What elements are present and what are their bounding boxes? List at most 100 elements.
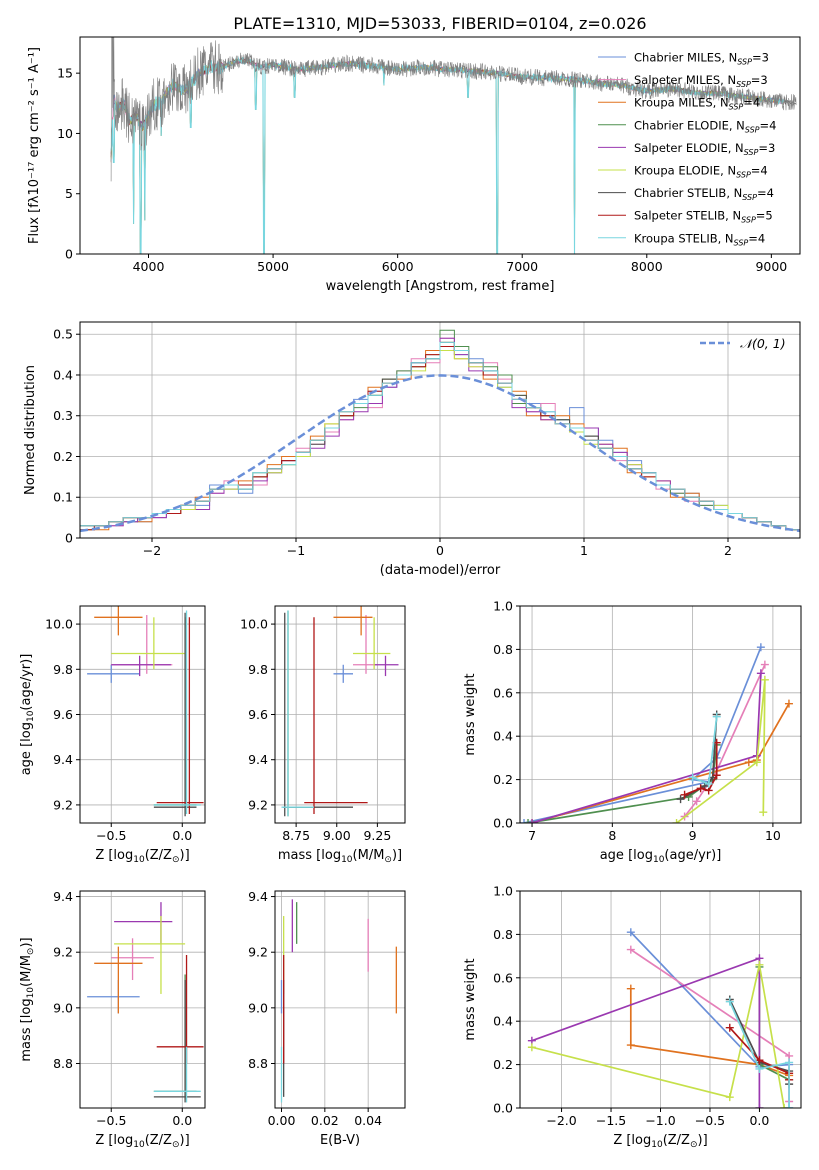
- weight-marker: [626, 928, 635, 937]
- x-tick-label: 0.0: [172, 828, 192, 843]
- x-tick-label: 8000: [631, 259, 663, 274]
- errorbar-point: [333, 606, 373, 636]
- errorbar-point: [156, 954, 204, 1064]
- label-part: )]: [180, 1133, 190, 1148]
- panel-mass-weight-vs-Z: −2.0 −1.5 −1.0 −0.5 0.0 0.0 0.2 0.4 0.6 0.8 1.0 Z […: [463, 884, 802, 1150]
- label-part: ⊙: [172, 1140, 180, 1150]
- weight-series: [688, 712, 721, 788]
- gaussian-curve: [80, 374, 800, 533]
- legend-entry-part: SSP: [744, 148, 759, 157]
- label-part: (age/yr)]: [664, 848, 721, 863]
- legend-entry: Salpeter MILES, NSSP=3: [634, 73, 768, 89]
- y-axis-label: mass [log10(M/M⊙)]: [19, 937, 36, 1061]
- weight-marker: [704, 779, 713, 788]
- y-tick-label: 9.2: [53, 797, 73, 812]
- panel-spectrum: 4000 5000 6000 7000 8000 9000 0 5 10 15 wavelength…: [27, 36, 801, 294]
- legend-entry-part: =4: [743, 96, 760, 110]
- y-tick-label: 0.4: [53, 367, 73, 382]
- weight-marker: [626, 984, 635, 993]
- legend-entry-part: SSP: [736, 171, 751, 180]
- plot-area: [87, 606, 204, 817]
- legend-entry: Chabrier STELIB, NSSP=4: [634, 186, 774, 202]
- errorbar-point: [94, 946, 143, 1014]
- y-axis-label: mass weight: [463, 673, 478, 755]
- x-axis-label: Z [log10(Z/Z⊙)]: [95, 1133, 189, 1150]
- x-axis-label: mass [log10(M/M⊙)]: [278, 848, 402, 865]
- errorbar-point: [153, 610, 201, 814]
- y-tick-label: 9.2: [248, 945, 268, 960]
- x-tick-label: −1.5: [596, 1113, 626, 1128]
- y-tick-label: 8.8: [53, 1056, 73, 1071]
- label-part: (M/M: [19, 955, 34, 987]
- legend-entry: Salpeter STELIB, NSSP=5: [634, 209, 773, 225]
- errorbar-point: [353, 615, 378, 674]
- weight-series-line: [523, 646, 762, 823]
- weight-marker: [676, 795, 685, 804]
- label-part: ⊙: [172, 855, 180, 865]
- y-tick-label: 9.0: [53, 1000, 73, 1015]
- legend-entry: Salpeter ELODIE, NSSP=3: [634, 141, 775, 157]
- legend-entry-part: Salpeter STELIB, N: [634, 209, 741, 223]
- weight-marker: [752, 758, 761, 767]
- y-tick-label: 0.4: [493, 729, 513, 744]
- y-tick-label: 0.2: [53, 449, 73, 464]
- errorbar-point: [304, 617, 368, 814]
- x-tick-label: 1: [580, 543, 588, 558]
- weight-marker: [712, 771, 721, 780]
- errorbar-point: [281, 610, 314, 817]
- errorbar-point: [114, 916, 186, 994]
- y-tick-label: 9.6: [53, 707, 73, 722]
- x-tick-label: 0.0: [172, 1113, 192, 1128]
- legend-entry-part: Kroupa MILES, N: [634, 96, 729, 110]
- weight-series-line: [629, 988, 790, 1077]
- label-part: age [log: [19, 722, 34, 775]
- weight-series-line: [676, 679, 766, 823]
- x-tick-label: 4000: [133, 259, 165, 274]
- legend-entry: Kroupa ELODIE, NSSP=4: [634, 164, 768, 180]
- y-tick-label: 0: [65, 531, 73, 546]
- y-tick-label: 0.3: [53, 408, 73, 423]
- x-tick-label: 7000: [506, 259, 538, 274]
- weight-marker: [672, 819, 681, 823]
- errorbar-point: [111, 938, 154, 981]
- weight-series: [520, 643, 765, 823]
- y-tick-label: 9.8: [248, 662, 268, 677]
- label-part: 10: [341, 855, 353, 865]
- weight-marker: [725, 1093, 734, 1102]
- weight-series: [524, 740, 721, 823]
- figure-title: PLATE=1310, MJD=53033, FIBERID=0104, z=0…: [233, 14, 646, 33]
- y-tick-label: 9.4: [53, 889, 73, 904]
- label-part: Z [log: [95, 848, 133, 863]
- panel-residuals: −2 −1 0 1 2 0 0.1 0.2 0.3 0.4 0.5 (data-model)/erro…: [23, 321, 801, 578]
- x-tick-label: 8.75: [282, 828, 310, 843]
- errorbar-point: [87, 980, 140, 1014]
- y-tick-label: 5: [65, 186, 73, 201]
- weight-marker: [680, 790, 689, 799]
- weight-marker: [760, 675, 769, 684]
- y-tick-label: 0.8: [493, 927, 513, 942]
- legend-entry-part: SSP: [734, 238, 749, 247]
- x-tick-label: 6000: [382, 259, 414, 274]
- legend-entry-part: SSP: [737, 58, 752, 67]
- label-part: (Z/Z: [663, 1133, 690, 1148]
- grid: [275, 891, 405, 1108]
- x-axis-label: wavelength [Angstrom, rest frame]: [326, 279, 555, 294]
- label-part: ⊙: [690, 1140, 698, 1150]
- x-tick-label: 9000: [755, 259, 787, 274]
- errorbar-point: [111, 617, 186, 670]
- x-tick-label: 7: [528, 828, 536, 843]
- label-part: age [log: [600, 848, 653, 863]
- errorbar-point: [353, 617, 391, 670]
- x-tick-label: −1: [287, 543, 305, 558]
- label-part: 10: [133, 855, 145, 865]
- legend-entry-part: Chabrier ELODIE, N: [634, 118, 745, 132]
- panel-age-vs-mass: 8.75 9.00 9.25 9.2 9.4 9.6 9.8 10.0 mass [log10(…: [240, 605, 406, 865]
- panels: 4000 5000 6000 7000 8000 9000051015wavelength…: [19, 36, 802, 1150]
- label-part: ⊙: [26, 948, 36, 956]
- legend-entry-part: SSP: [745, 125, 760, 134]
- legend-entry-part: =4: [751, 164, 768, 178]
- y-tick-label: 0.6: [493, 685, 513, 700]
- errorbar-point: [87, 664, 140, 683]
- x-tick-label: −1.0: [645, 1113, 675, 1128]
